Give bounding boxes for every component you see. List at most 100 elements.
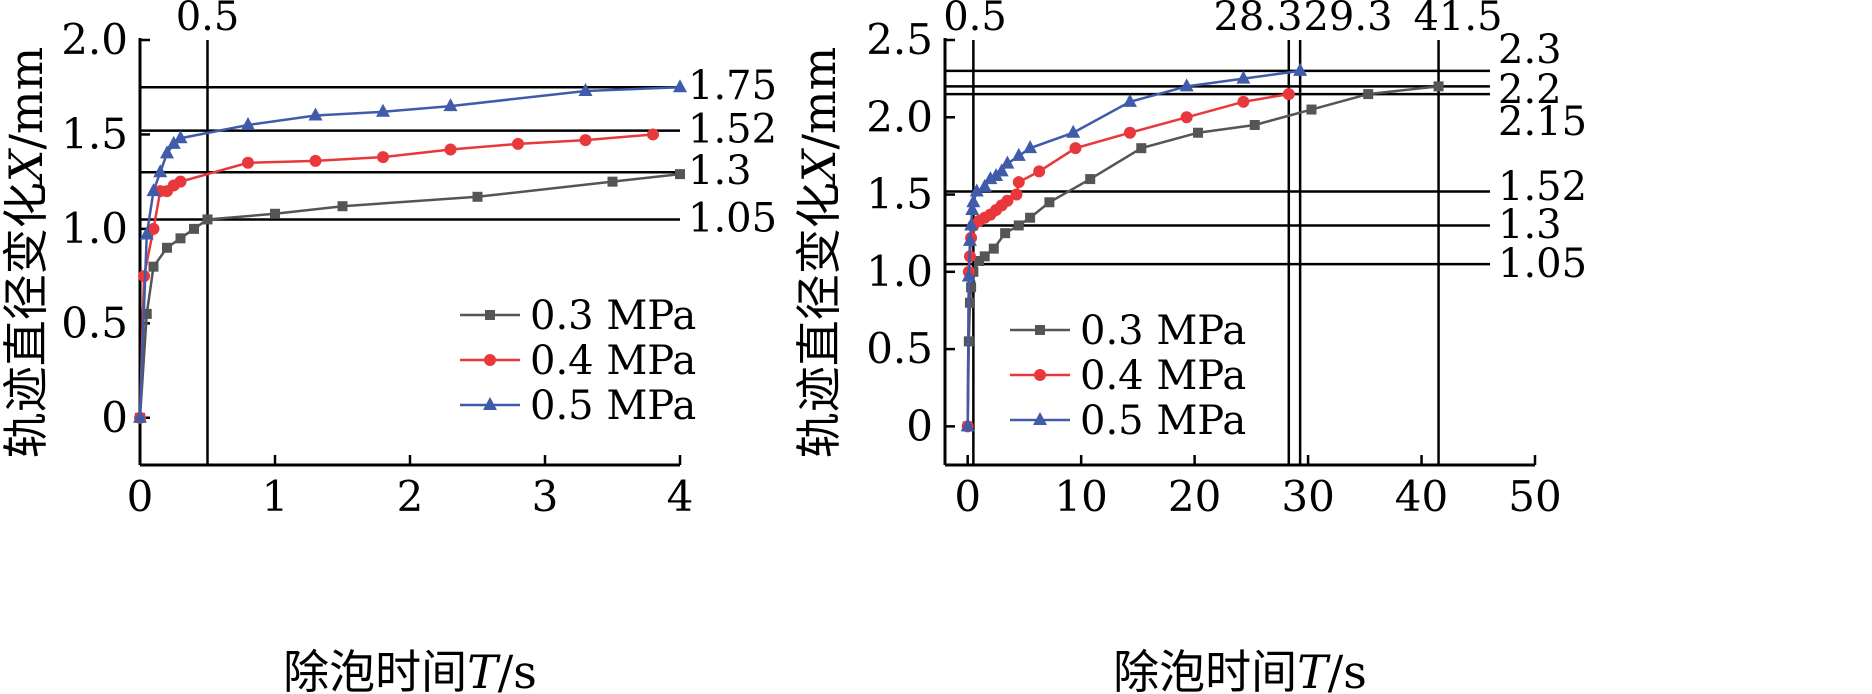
data-point — [153, 164, 168, 178]
chart-right: 2.32.22.15 1.521.31.05 0.5 28.3 29.3 41.5 0 0.5… — [792, 0, 1587, 694]
ref-label-h: 2.15 — [1498, 99, 1587, 145]
legend-label: 0.3 MPa — [1080, 308, 1246, 354]
data-point — [173, 130, 188, 144]
data-point — [960, 418, 975, 432]
data-point — [1085, 174, 1096, 185]
x-tick-label: 50 — [1508, 472, 1561, 521]
ref-label-v: 28.3 — [1213, 0, 1302, 40]
series-line — [138, 133, 654, 418]
legend-marker — [1035, 325, 1045, 335]
x-tick-label: 2 — [397, 472, 424, 521]
legend-label: 0.4 MPa — [1080, 353, 1246, 399]
data-point — [1180, 111, 1193, 124]
data-point — [607, 176, 618, 187]
data-point — [146, 183, 161, 197]
data-point — [141, 308, 152, 319]
series-line — [138, 172, 681, 418]
data-point — [1025, 212, 1036, 223]
data-point — [309, 154, 322, 167]
legend-marker — [1034, 369, 1046, 381]
x-tick-label: 30 — [1281, 472, 1334, 521]
data-point — [965, 202, 980, 215]
data-point — [673, 79, 687, 93]
data-point — [961, 268, 976, 282]
data-point — [1136, 143, 1147, 154]
data-point — [1433, 81, 1444, 92]
legend-label: 0.5 MPa — [1080, 398, 1246, 444]
data-point — [579, 134, 592, 147]
data-point — [1012, 176, 1025, 189]
data-point — [647, 128, 659, 141]
data-point — [1123, 126, 1136, 139]
ref-label-h: 1.05 — [688, 195, 777, 241]
data-point — [1282, 88, 1295, 101]
data-point — [1001, 194, 1014, 207]
data-point — [377, 151, 389, 164]
data-point — [1306, 104, 1317, 115]
y-tick-label: 1.5 — [61, 109, 128, 158]
ref-label-h: 1.52 — [688, 107, 777, 153]
ref-label-h: 1.75 — [688, 63, 777, 109]
data-point — [148, 261, 159, 272]
data-point — [1066, 124, 1081, 138]
legend-marker — [485, 310, 495, 320]
data-point — [1044, 197, 1055, 208]
data-point — [443, 98, 458, 112]
data-point — [675, 169, 685, 180]
data-point — [139, 226, 154, 240]
x-axis-title: 除泡时间T/s — [283, 645, 537, 694]
data-point — [1069, 142, 1082, 155]
data-point — [308, 107, 323, 121]
legend-label: 0.3 MPa — [530, 293, 696, 339]
data-point — [242, 156, 254, 169]
data-point — [147, 222, 160, 235]
data-point — [175, 233, 186, 244]
y-tick-label: 1.5 — [866, 170, 933, 219]
data-point — [964, 297, 975, 308]
y-tick-label: 2.5 — [866, 15, 933, 64]
data-point — [1236, 70, 1251, 84]
data-point — [162, 242, 172, 253]
data-point — [974, 256, 985, 266]
legend-marker — [1033, 412, 1047, 425]
legend-label: 0.5 MPa — [530, 383, 696, 429]
data-point — [977, 178, 992, 192]
y-tick-label: 0 — [101, 393, 128, 442]
y-axis-title: 轨迹直径变化X/mm — [0, 47, 53, 459]
ref-label-h: 1.52 — [1498, 164, 1587, 210]
ref-label-h: 2.2 — [1498, 67, 1562, 113]
chart-left: 1.751.521.31.05 0.5 0 0.5 1.0 1.5 2.0 0 1 2 3 4 除泡时间… — [0, 0, 777, 694]
data-point — [1013, 220, 1024, 231]
data-point — [1000, 155, 1015, 169]
data-point — [994, 163, 1009, 177]
ref-label-h: 1.3 — [688, 148, 752, 194]
data-point — [1193, 127, 1204, 138]
data-point — [964, 217, 979, 231]
data-point — [1033, 165, 1046, 178]
ref-label-h: 2.3 — [1498, 27, 1562, 73]
y-axis-title: 轨迹直径变化X/mm — [792, 47, 846, 459]
data-point — [337, 201, 348, 212]
x-tick-label: 1 — [262, 472, 289, 521]
data-point — [988, 243, 999, 254]
data-point — [166, 135, 181, 149]
ref-label-h: 1.05 — [1498, 241, 1587, 287]
data-point — [1000, 228, 1011, 239]
data-point — [241, 117, 255, 130]
ref-label-v: 29.3 — [1303, 0, 1392, 40]
y-tick-label: 1.0 — [866, 247, 933, 296]
x-tick-label: 0 — [954, 472, 981, 521]
data-point — [376, 103, 390, 117]
y-tick-label: 0.5 — [866, 324, 933, 373]
data-point — [1023, 140, 1038, 154]
data-point — [1010, 188, 1023, 201]
data-point — [1179, 78, 1194, 92]
data-point — [174, 175, 187, 188]
data-point — [1293, 62, 1308, 76]
data-point — [1122, 93, 1137, 107]
x-tick-label: 0 — [127, 472, 154, 521]
data-point — [962, 232, 977, 246]
legend-label: 0.4 MPa — [530, 338, 696, 384]
data-point — [1363, 89, 1374, 100]
